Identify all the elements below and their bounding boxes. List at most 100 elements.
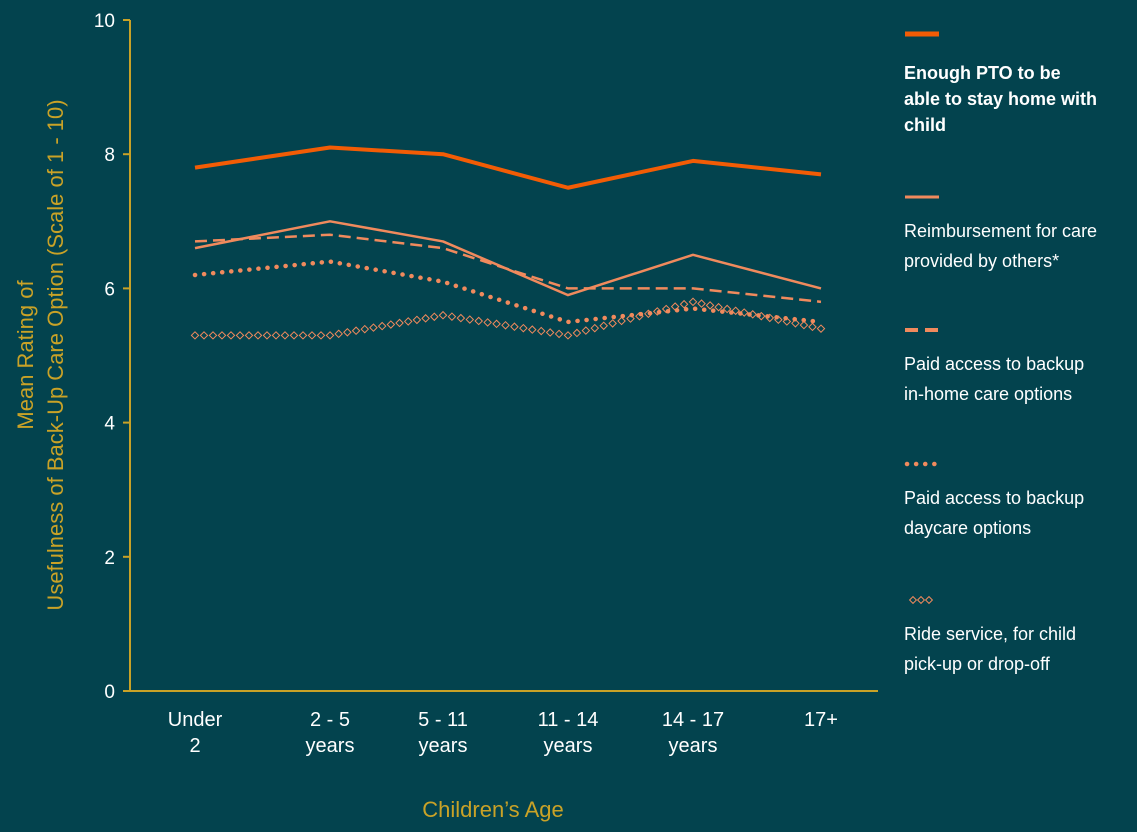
ride-service-marker	[600, 322, 607, 329]
ride-service-marker	[290, 332, 297, 339]
y-tick-label: 8	[104, 145, 115, 166]
legend-diamond-marker	[910, 597, 917, 604]
legend-swatch-diamonds	[910, 597, 933, 604]
x-tick-label-line: 11 - 14	[538, 709, 599, 731]
x-tick-label-line: 14 - 17	[662, 709, 724, 731]
legend-label-line: provided by others*	[904, 251, 1059, 271]
ride-service-marker	[422, 315, 429, 322]
x-tick-label-line: Under	[168, 709, 223, 731]
ride-service-marker	[475, 317, 482, 324]
ride-service-marker	[520, 325, 527, 332]
legend-item: Paid access to backup in-home care option…	[904, 330, 1084, 404]
ride-service-marker	[538, 327, 545, 334]
series-0-group	[195, 147, 821, 187]
ride-service-marker	[609, 320, 616, 327]
x-tick-label-line: years	[544, 735, 593, 757]
x-tick-label-line: 2 - 5	[310, 709, 350, 731]
ride-service-marker	[405, 318, 412, 325]
legend-label-line: Enough PTO to be	[904, 63, 1061, 83]
series-line-in-home-care	[195, 235, 821, 302]
ride-service-marker	[227, 332, 234, 339]
legend-item: Reimbursement for care provided by others…	[904, 197, 1097, 271]
legend-item: Paid access to backup daycare options	[904, 464, 1084, 538]
legend-label: Paid access to backup in-home care option…	[904, 354, 1084, 404]
ride-service-marker	[245, 332, 252, 339]
series-line-reimbursement	[195, 221, 821, 295]
legend-label-line: Paid access to backup	[904, 488, 1084, 508]
ride-service-marker	[484, 319, 491, 326]
ride-service-marker	[511, 323, 518, 330]
x-tick-label: Under 2	[168, 709, 223, 757]
x-tick-label-line: years	[306, 735, 355, 757]
legend-label-line: child	[904, 115, 946, 135]
ride-service-marker	[361, 326, 368, 333]
ride-service-marker	[809, 323, 816, 330]
ride-service-marker	[254, 332, 261, 339]
x-tick-label-line: years	[669, 735, 718, 757]
ride-service-marker	[800, 321, 807, 328]
x-tick-label: 14 - 17 years	[662, 709, 724, 757]
ride-service-marker	[547, 329, 554, 336]
ride-service-marker	[431, 313, 438, 320]
legend-label-line: pick-up or drop-off	[904, 654, 1051, 674]
y-tick-label: 10	[94, 11, 115, 32]
series-lines	[191, 147, 824, 338]
y-tick-label: 4	[104, 414, 115, 435]
legend-label-line: in-home care options	[904, 384, 1072, 404]
ride-service-marker	[396, 319, 403, 326]
ride-service-marker	[308, 332, 315, 339]
ride-service-marker	[564, 332, 571, 339]
series-1-group	[195, 221, 821, 295]
ride-service-marker	[370, 324, 377, 331]
y-axis-title-line: Mean Rating of	[13, 280, 38, 430]
ride-service-marker	[191, 332, 198, 339]
ride-service-marker	[573, 329, 580, 336]
ride-service-marker	[466, 316, 473, 323]
ride-service-marker	[281, 332, 288, 339]
ride-service-marker	[591, 325, 598, 332]
x-tick-label: 17+	[804, 709, 838, 731]
series-2-group	[195, 235, 821, 302]
x-tick-label-line: 5 - 11	[418, 709, 468, 731]
ride-service-marker	[335, 330, 342, 337]
ride-service-marker	[209, 332, 216, 339]
ride-service-marker	[555, 330, 562, 337]
ride-service-marker	[493, 320, 500, 327]
legend-diamond-marker	[926, 597, 933, 604]
legend-label-line: Reimbursement for care	[904, 221, 1097, 241]
ride-service-marker	[317, 332, 324, 339]
x-axis-title: Children’s Age	[422, 797, 563, 822]
series-line-pto	[195, 147, 821, 187]
ride-service-marker	[387, 321, 394, 328]
ride-service-marker	[457, 315, 464, 322]
x-tick-label-line: 2	[189, 735, 200, 757]
ride-service-marker	[413, 316, 420, 323]
y-tick-label: 2	[104, 548, 115, 569]
ride-service-marker	[502, 322, 509, 329]
ride-service-marker	[439, 312, 446, 319]
y-tick-label: 0	[104, 682, 115, 703]
ride-service-marker	[689, 298, 696, 305]
x-tick-label-line: years	[419, 735, 468, 757]
x-tick-label: 5 - 11 years	[418, 709, 468, 757]
ride-service-marker	[698, 300, 705, 307]
legend-label-line: Paid access to backup	[904, 354, 1084, 374]
legend-label: Reimbursement for care provided by others…	[904, 221, 1097, 271]
ride-service-marker	[299, 332, 306, 339]
x-tick-label-line: 17+	[804, 709, 838, 731]
x-tick-label: 11 - 14 years	[538, 709, 599, 757]
ride-service-marker	[618, 317, 625, 324]
legend-label-line: daycare options	[904, 518, 1031, 538]
ride-service-marker	[352, 327, 359, 334]
ride-service-marker	[272, 332, 279, 339]
ride-service-marker	[706, 302, 713, 309]
